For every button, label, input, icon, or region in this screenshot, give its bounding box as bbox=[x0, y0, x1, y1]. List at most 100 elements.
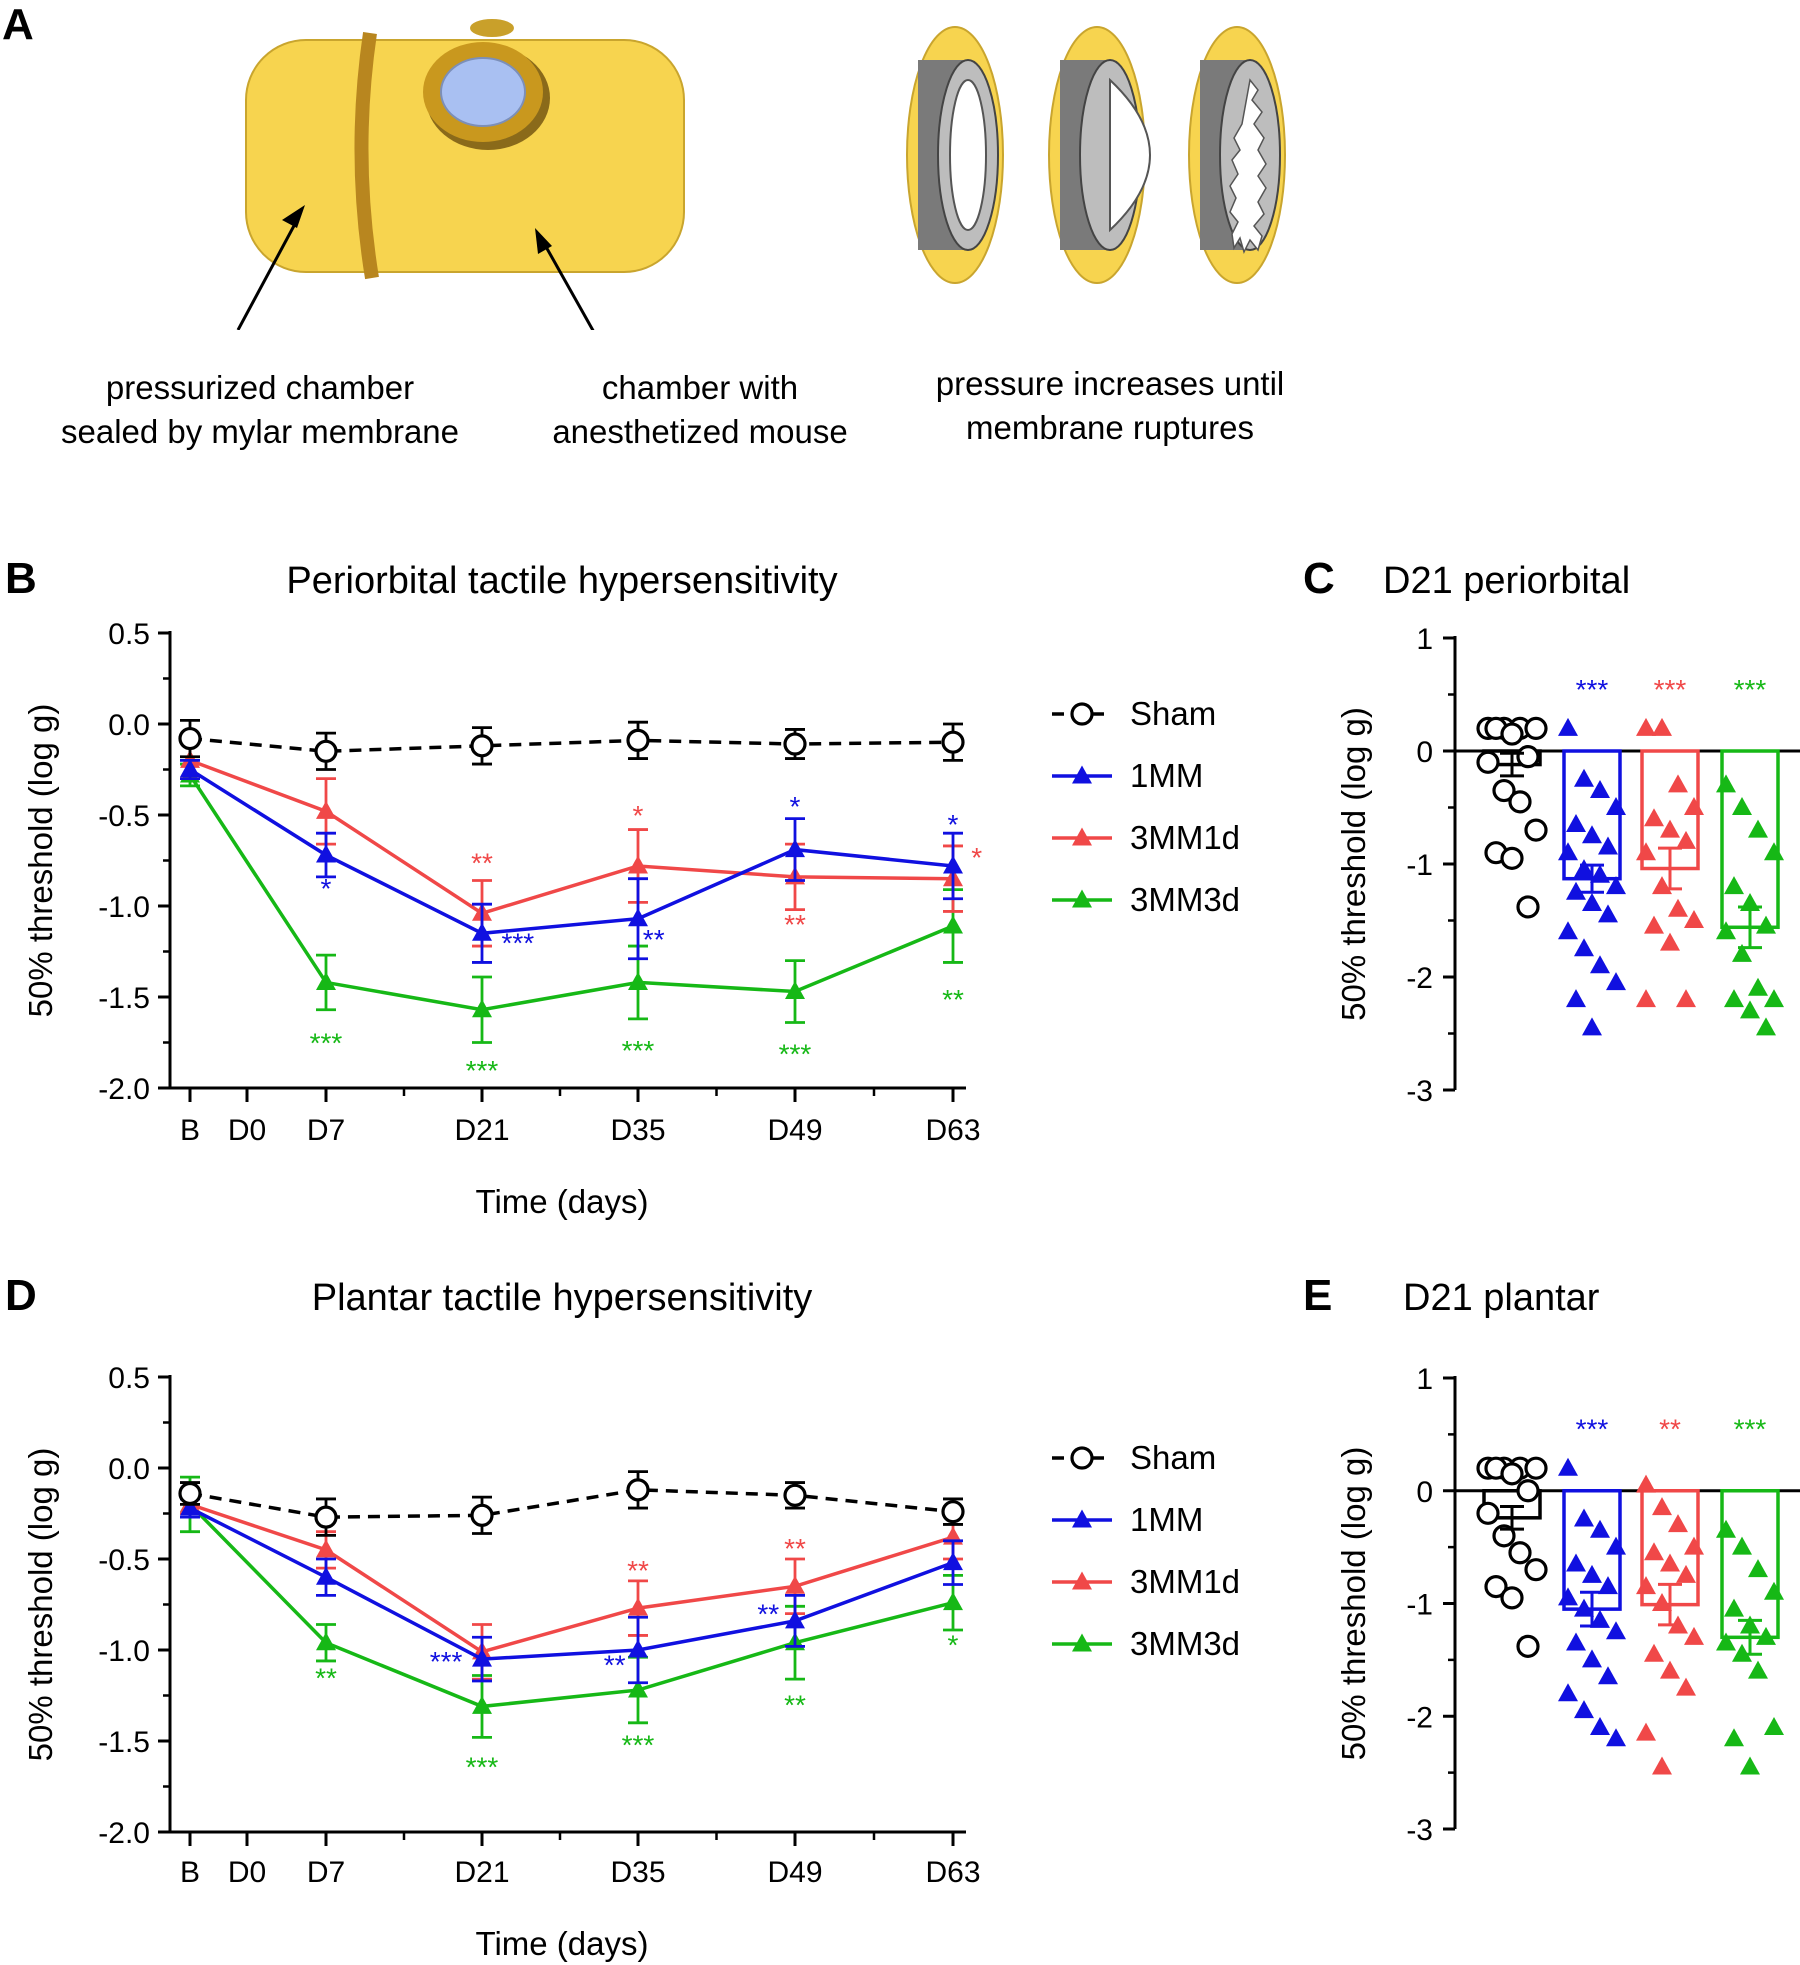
data-point bbox=[1606, 972, 1626, 991]
data-point bbox=[1676, 1564, 1696, 1583]
series-line bbox=[189, 758, 954, 916]
data-point bbox=[1676, 989, 1696, 1008]
arrow-left bbox=[236, 205, 305, 330]
y-tick-label: 1 bbox=[1416, 1363, 1433, 1396]
series-line bbox=[189, 1502, 954, 1654]
data-point bbox=[1598, 904, 1618, 923]
caption-anesthetized-mouse: chamber with anesthetized mouse bbox=[520, 366, 880, 454]
data-point bbox=[1500, 722, 1524, 746]
data-point bbox=[1516, 1479, 1540, 1503]
data-point bbox=[1558, 1683, 1578, 1702]
series-line bbox=[189, 768, 954, 936]
data-point bbox=[1668, 774, 1688, 793]
significance-mark: * bbox=[948, 809, 959, 840]
significance-mark: *** bbox=[622, 1035, 655, 1066]
legend-label: 3MM1d bbox=[1130, 819, 1240, 856]
x-tick-label: D35 bbox=[610, 1114, 665, 1147]
data-point bbox=[178, 726, 202, 751]
series-sham bbox=[178, 1470, 965, 1537]
significance-mark: *** bbox=[502, 927, 535, 958]
data-point bbox=[628, 855, 648, 874]
data-point bbox=[626, 728, 650, 752]
data-point bbox=[1558, 1587, 1578, 1606]
significance-mark: *** bbox=[466, 1751, 499, 1782]
data-point bbox=[1508, 790, 1532, 814]
series-line bbox=[188, 774, 954, 1012]
membrane-stage-1 bbox=[906, 26, 1004, 284]
data-point bbox=[1676, 830, 1696, 849]
data-point bbox=[1764, 1717, 1784, 1736]
y-tick-label: -2 bbox=[1406, 1701, 1433, 1734]
bar-group-3mm3d: *** bbox=[1716, 1414, 1784, 1775]
membrane-stage-2 bbox=[1048, 26, 1151, 284]
data-point bbox=[1516, 895, 1540, 919]
window-glass bbox=[440, 57, 526, 127]
data-point bbox=[1684, 910, 1704, 928]
chart-title: Periorbital tactile hypersensitivity bbox=[286, 560, 837, 602]
membrane-stage-3 bbox=[1188, 26, 1286, 284]
significance-mark: *** bbox=[1576, 674, 1609, 705]
data-point bbox=[1590, 1717, 1610, 1736]
data-point bbox=[1716, 774, 1736, 793]
data-point bbox=[626, 1478, 650, 1502]
significance-mark: *** bbox=[622, 1730, 655, 1761]
data-point bbox=[1558, 842, 1578, 861]
x-tick-label: D63 bbox=[925, 1856, 980, 1889]
y-tick-label: -0.5 bbox=[98, 800, 150, 833]
data-point bbox=[1748, 819, 1768, 838]
data-point bbox=[1644, 915, 1664, 934]
data-point bbox=[785, 839, 805, 858]
data-point bbox=[1756, 915, 1776, 934]
data-point bbox=[1590, 780, 1610, 799]
y-tick-label: -1.0 bbox=[98, 891, 150, 924]
x-tick-label: B bbox=[180, 1114, 200, 1147]
data-point bbox=[178, 1481, 202, 1506]
series-line bbox=[188, 1503, 954, 1709]
legend-item-sham: Sham bbox=[1052, 695, 1216, 732]
data-point bbox=[785, 1575, 805, 1594]
chart-panel-d: D Plantar tactile hypersensitivity 0.5 0.0 -… bbox=[5, 1271, 1240, 1962]
legend-item-3mm1d: 3MM1d bbox=[1052, 1563, 1240, 1600]
panel-letter-e: E bbox=[1303, 1271, 1332, 1320]
data-point bbox=[1508, 1541, 1532, 1565]
chart-title: D21 periorbital bbox=[1383, 560, 1630, 602]
data-point bbox=[1516, 745, 1540, 769]
data-point bbox=[1492, 1524, 1516, 1548]
legend-label: Sham bbox=[1130, 1439, 1216, 1476]
data-point bbox=[1732, 943, 1752, 962]
data-point bbox=[1582, 1564, 1602, 1583]
significance-mark: *** bbox=[466, 1055, 499, 1086]
legend-item-3mm3d: 3MM3d bbox=[1052, 1625, 1240, 1662]
significance-mark: * bbox=[633, 800, 644, 831]
x-tick-label: D0 bbox=[228, 1114, 266, 1147]
data-point bbox=[1558, 717, 1578, 736]
data-point bbox=[1484, 1574, 1508, 1599]
significance-mark: *** bbox=[1576, 1414, 1609, 1445]
data-point bbox=[1500, 1462, 1524, 1486]
significance-mark: ** bbox=[757, 1599, 779, 1630]
data-point bbox=[1590, 1519, 1610, 1538]
y-axis-label: 50% threshold (log g) bbox=[1335, 707, 1372, 1021]
data-point bbox=[1574, 1700, 1594, 1719]
data-point bbox=[1764, 842, 1784, 861]
legend-item-1mm: 1MM bbox=[1052, 757, 1203, 794]
x-tick-label: D21 bbox=[454, 1856, 509, 1889]
y-tick-label: 0 bbox=[1416, 736, 1433, 769]
data-point bbox=[314, 739, 338, 763]
legend-item-sham: Sham bbox=[1052, 1439, 1216, 1476]
legend-marker bbox=[1072, 1633, 1092, 1652]
legend-marker bbox=[1072, 827, 1092, 846]
x-tick-label: D63 bbox=[925, 1114, 980, 1147]
y-axis-label: 50% threshold (log g) bbox=[22, 704, 59, 1018]
data-point bbox=[785, 981, 805, 1000]
data-point bbox=[472, 1695, 492, 1714]
data-point bbox=[472, 922, 492, 941]
series-3mm3d bbox=[180, 1475, 963, 1739]
data-point bbox=[1566, 989, 1586, 1008]
legend-item-3mm3d: 3MM3d bbox=[1052, 881, 1240, 918]
legend-item-1mm: 1MM bbox=[1052, 1501, 1203, 1538]
data-point bbox=[1668, 1514, 1688, 1533]
data-point bbox=[316, 1539, 336, 1558]
data-point bbox=[1500, 1586, 1524, 1610]
caption-right-line-2: membrane ruptures bbox=[966, 409, 1254, 446]
